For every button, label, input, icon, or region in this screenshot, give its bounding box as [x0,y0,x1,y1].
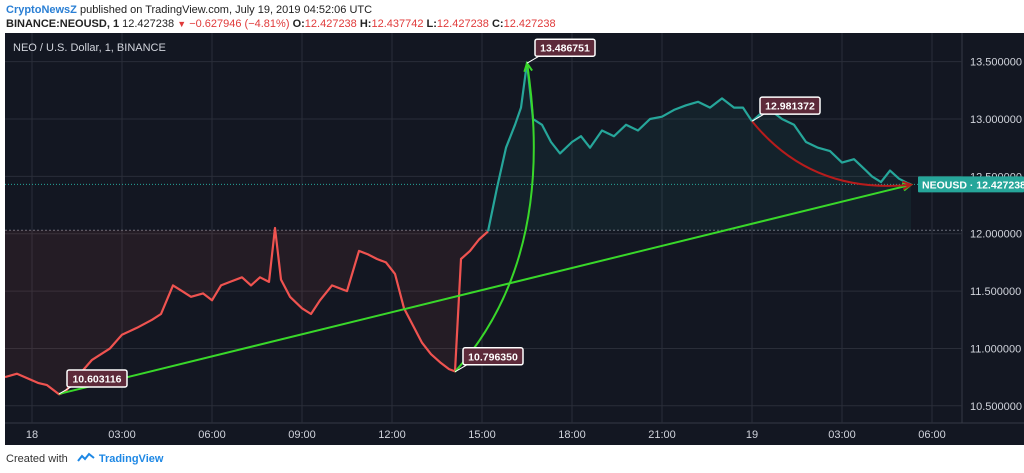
tradingview-logo-icon [77,452,95,466]
x-tick-label: 03:00 [108,429,136,441]
x-tick-label: 19 [746,429,758,441]
chart-title: NEO / U.S. Dollar, 1, BINANCE [13,42,166,54]
x-tick-label: 06:00 [918,429,946,441]
price-series-1 [5,226,489,396]
annotation-label: 10.796350 [468,351,518,363]
annotation-box [462,347,524,366]
y-tick-label: 10.500000 [970,401,1022,413]
annotation-label: 12.981372 [765,101,815,113]
x-tick-label: 06:00 [198,429,226,441]
low-value: 12.427238 [436,18,489,30]
annotation-box [759,96,821,115]
series-area-2 [488,62,911,232]
publish-info: CryptoNewsZ published on TradingView.com… [6,4,372,16]
annotation-box [534,38,596,57]
price-badge [918,176,1024,193]
tradingview-link[interactable]: TradingView [98,452,164,465]
annotation-label: 10.603116 [72,373,121,385]
x-tick-label: 18:00 [558,429,586,441]
author-name[interactable]: CryptoNewsZ [6,4,77,16]
y-tick-label: 11.000000 [970,343,1021,355]
high-value: 12.437742 [371,18,424,30]
trend-arrow-3 [902,180,914,191]
x-tick-label: 21:00 [648,429,676,441]
open-label: O: [292,18,305,30]
change-value: −0.627946 (−4.81%) [189,18,290,30]
y-tick-label: 12.000000 [970,229,1022,241]
trend-line-2 [454,63,535,373]
symbol-info: BINANCE:NEOUSD, 1 12.427238 ▼ −0.627946 … [6,18,556,30]
down-arrow-icon: ▼ [177,19,187,29]
low-label: L: [426,18,437,30]
symbol-label: BINANCE:NEOUSD, 1 [6,18,120,30]
annotation-box [66,369,128,388]
trend-line-3 [751,120,912,187]
chart-background [5,33,1024,445]
y-tick-label: 11.500000 [970,286,1021,298]
price-series-2 [486,61,912,232]
x-tick-label: 03:00 [828,429,856,441]
price-chart[interactable]: 10.50000011.00000011.50000012.00000012.5… [5,33,1024,445]
high-label: H: [359,18,372,30]
close-label: C: [491,18,504,30]
series-area-1 [5,228,488,395]
price-badge-label: NEOUSD · 12.427238 [922,179,1024,191]
x-tick-label: 18 [26,429,38,441]
y-tick-label: 13.000000 [970,114,1022,126]
y-tick-label: 13.500000 [970,57,1022,69]
published-text: published on TradingView.com, July 19, 2… [79,4,373,16]
x-tick-label: 12:00 [378,429,406,441]
footer: Created with TradingView [6,452,163,466]
created-with-text: Created with [6,452,68,465]
price-axis [962,33,1024,423]
trend-line-1 [58,183,912,395]
open-value: 12.427238 [304,18,357,30]
x-tick-label: 15:00 [468,429,496,441]
x-tick-label: 09:00 [288,429,316,441]
last-price: 12.427238 [122,18,175,30]
close-value: 12.427238 [503,18,556,30]
annotation-label: 13.486751 [540,43,590,55]
